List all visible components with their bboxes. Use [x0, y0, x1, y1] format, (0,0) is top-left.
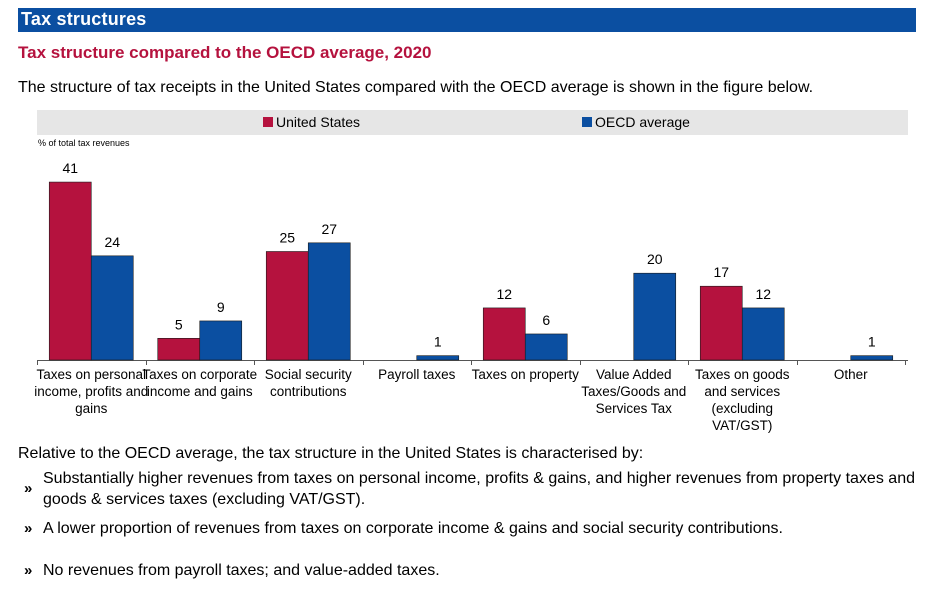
section-title: Tax structures	[21, 9, 147, 29]
x-tick-label-6: and services	[704, 384, 780, 399]
x-tick-label-5: Services Tax	[596, 401, 673, 416]
data-label-oecd-0: 24	[104, 234, 120, 250]
x-tick-label-0: gains	[75, 401, 108, 416]
x-tick-label-0: Taxes on personal	[36, 367, 146, 382]
bar-united-states-2	[265, 251, 309, 361]
bar-oecd-4	[524, 333, 568, 361]
bar-oecd-5	[633, 272, 677, 361]
data-label-oecd-5: 20	[647, 251, 663, 267]
bullet-marker: »	[24, 480, 33, 497]
x-tick-label-5: Taxes/Goods and	[581, 384, 686, 399]
data-label-united-states-2: 25	[279, 230, 295, 246]
bar-oecd-7	[850, 355, 894, 361]
bar-chart: 41 24 Taxes on personal income, profits and…	[34, 160, 908, 433]
x-tick-label-6: VAT/GST)	[712, 418, 772, 433]
x-tick-label-6: Taxes on goods	[695, 367, 790, 382]
legend-item-oecd: OECD average	[582, 114, 690, 130]
bar-united-states-1	[157, 337, 201, 361]
bar-oecd-1	[199, 320, 243, 361]
legend-label-oecd: OECD average	[595, 114, 690, 130]
data-label-united-states-6: 17	[713, 264, 729, 280]
data-label-oecd-6: 12	[755, 286, 771, 302]
bullet-marker: »	[24, 520, 33, 537]
x-tick-label-2: contributions	[270, 384, 347, 399]
intro-text: The structure of tax receipts in the Uni…	[18, 79, 814, 96]
bullet-text-2: A lower proportion of revenues from taxe…	[43, 520, 783, 537]
bar-oecd-0	[90, 255, 134, 361]
x-tick-label-7: Other	[834, 367, 868, 382]
chart-title: Tax structure compared to the OECD avera…	[18, 43, 432, 62]
section-header-bar: Tax structures	[18, 8, 916, 32]
data-label-oecd-1: 9	[217, 299, 225, 315]
data-label-oecd-3: 1	[434, 334, 442, 350]
x-tick-label-0: income, profits and	[34, 384, 148, 399]
data-label-united-states-1: 5	[175, 316, 183, 332]
x-tick-label-1: Taxes on corporate	[142, 367, 257, 382]
data-label-oecd-2: 27	[321, 221, 337, 237]
chart-legend: United States OECD average	[37, 110, 908, 135]
bar-united-states-0	[48, 181, 92, 361]
x-tick-label-6: (excluding	[711, 401, 773, 416]
x-tick-label-4: Taxes on property	[472, 367, 580, 382]
x-tick-label-3: Payroll taxes	[378, 367, 456, 382]
legend-swatch-united-states	[263, 117, 273, 127]
x-tick-label-2: Social security	[265, 367, 352, 382]
bullet-text-3: No revenues from payroll taxes; and valu…	[43, 562, 440, 579]
legend-swatch-oecd	[582, 117, 592, 127]
bullet-marker: »	[24, 562, 33, 579]
bar-oecd-3	[416, 355, 460, 361]
x-tick-label-5: Value Added	[596, 367, 672, 382]
bar-oecd-6	[741, 307, 785, 361]
legend-item-united-states: United States	[263, 114, 360, 130]
data-label-oecd-7: 1	[868, 334, 876, 350]
y-axis-label: % of total tax revenues	[38, 138, 130, 148]
bar-united-states-4	[482, 307, 526, 361]
data-label-oecd-4: 6	[542, 312, 550, 328]
data-label-united-states-0: 41	[62, 160, 78, 176]
summary-lead: Relative to the OECD average, the tax st…	[18, 445, 644, 462]
x-tick-label-1: income and gains	[147, 384, 253, 399]
bar-oecd-2	[307, 242, 351, 361]
bullet-text-1: Substantially higher revenues from taxes…	[43, 470, 915, 508]
legend-label-united-states: United States	[276, 114, 361, 130]
data-label-united-states-4: 12	[496, 286, 512, 302]
bar-united-states-6	[699, 285, 743, 361]
